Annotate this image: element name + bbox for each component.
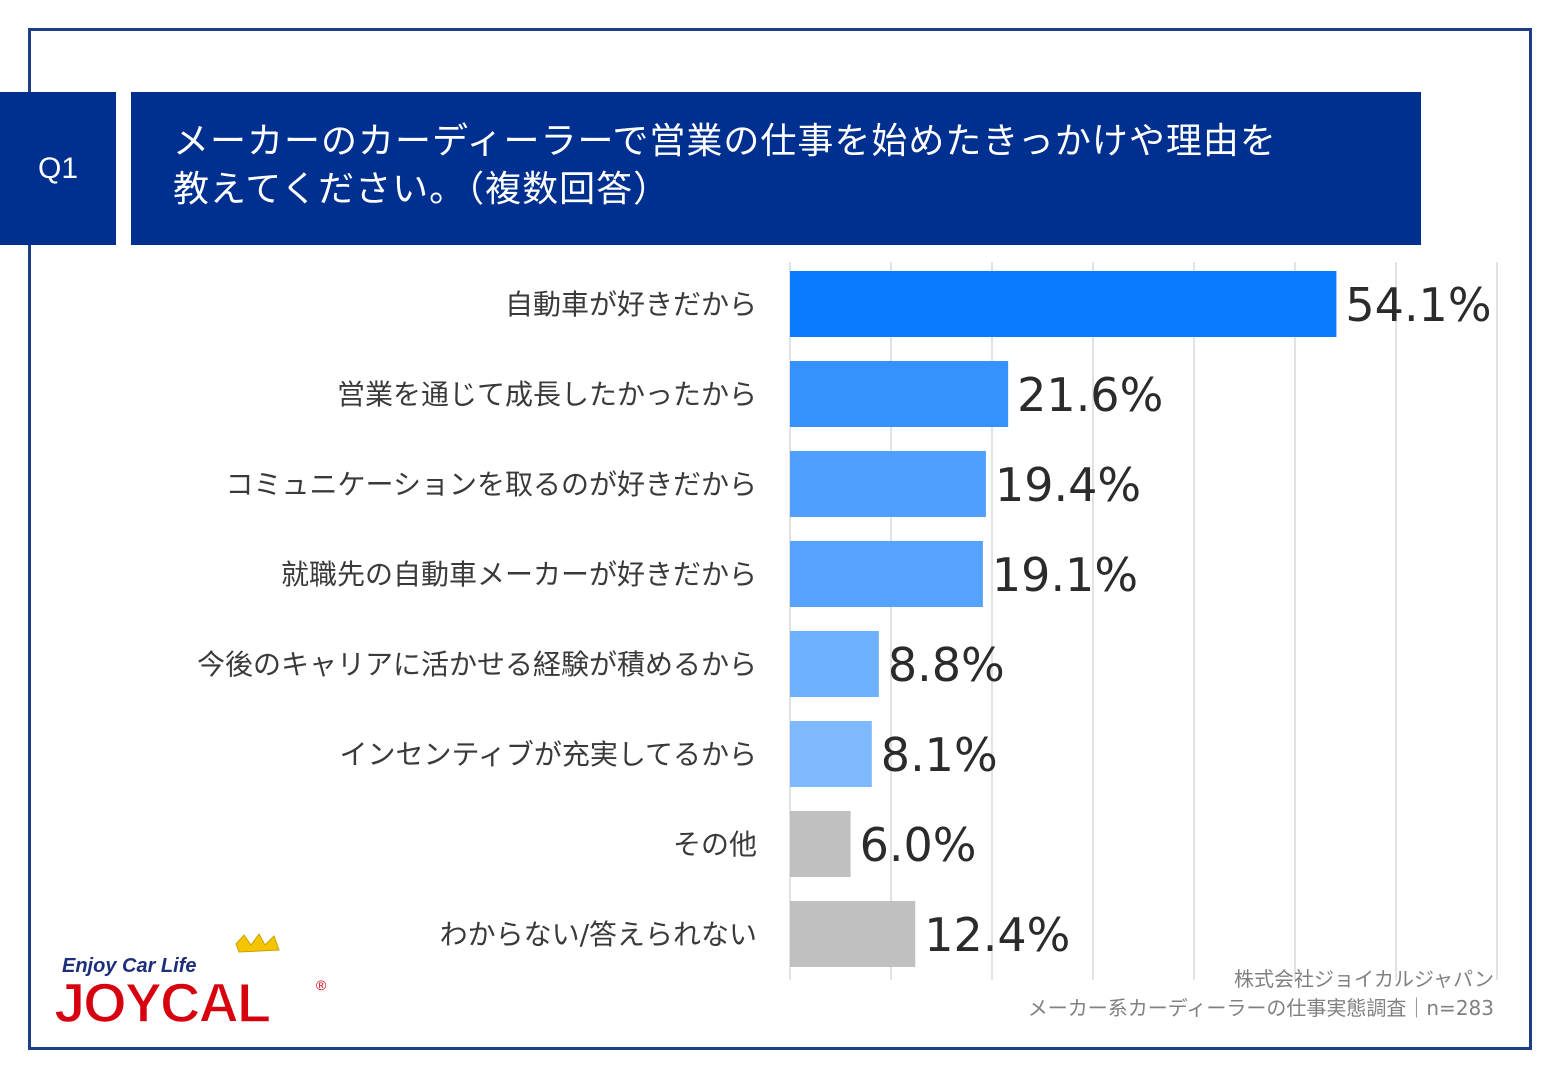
question-number: Q1 <box>37 151 79 185</box>
value-label: 21.6% <box>1017 368 1163 422</box>
question-title: メーカーのカーディーラーで営業の仕事を始めたきっかけや理由を 教えてください。（… <box>131 92 1421 245</box>
category-label: わからない/答えられない <box>440 918 757 951</box>
chart-frame <box>28 28 1532 1050</box>
value-label: 19.4% <box>995 458 1141 512</box>
bar <box>790 451 986 517</box>
category-label: 自動車が好きだから <box>505 288 757 321</box>
logo-wordmark: JOYCAL <box>54 971 270 1032</box>
logo-tagline: Enjoy Car Life <box>62 955 196 977</box>
credit-survey: メーカー系カーディーラーの仕事実態調査｜n=283 <box>1027 996 1494 1020</box>
credit: 株式会社ジョイカルジャパン メーカー系カーディーラーの仕事実態調査｜n=283 <box>1028 965 1494 1023</box>
value-label: 12.4% <box>924 908 1070 962</box>
bar <box>790 631 879 697</box>
crown-icon <box>235 933 280 953</box>
category-label: 今後のキャリアに活かせる経験が積めるから <box>197 648 757 681</box>
bar <box>790 271 1337 337</box>
bar <box>790 721 872 787</box>
value-label: 19.1% <box>992 548 1138 602</box>
joycal-logo: Enjoy Car Life JOYCAL ® <box>53 933 327 1032</box>
bar <box>790 361 1009 427</box>
category-labels: 自動車が好きだから営業を通じて成長したかったからコミュニケーションを取るのが好き… <box>197 288 757 951</box>
category-label: コミュニケーションを取るのが好きだから <box>226 468 757 501</box>
category-label: その他 <box>673 828 757 861</box>
question-title-line2: 教えてください。（複数回答） <box>173 169 671 210</box>
value-label: 8.1% <box>881 728 998 782</box>
bar <box>790 811 851 877</box>
bars <box>790 271 1337 967</box>
value-label: 6.0% <box>860 818 977 872</box>
bar <box>790 541 983 607</box>
bar <box>790 901 916 967</box>
category-label: 営業を通じて成長したかったから <box>337 378 757 411</box>
value-label: 8.8% <box>888 638 1005 692</box>
value-labels: 54.1% 21.6% 19.4% 19.1% 8.8% 8.1% 6.0% 12.4% <box>860 278 1492 962</box>
value-label: 54.1% <box>1345 278 1491 332</box>
question-title-line1: メーカーのカーディーラーで営業の仕事を始めたきっかけや理由を <box>173 121 1277 162</box>
category-label: インセンティブが充実してるから <box>340 738 757 771</box>
category-label: 就職先の自動車メーカーが好きだから <box>281 558 757 591</box>
question-number-badge: Q1 <box>0 92 116 245</box>
credit-company: 株式会社ジョイカルジャパン <box>1234 967 1494 991</box>
logo-registered: ® <box>316 977 327 993</box>
